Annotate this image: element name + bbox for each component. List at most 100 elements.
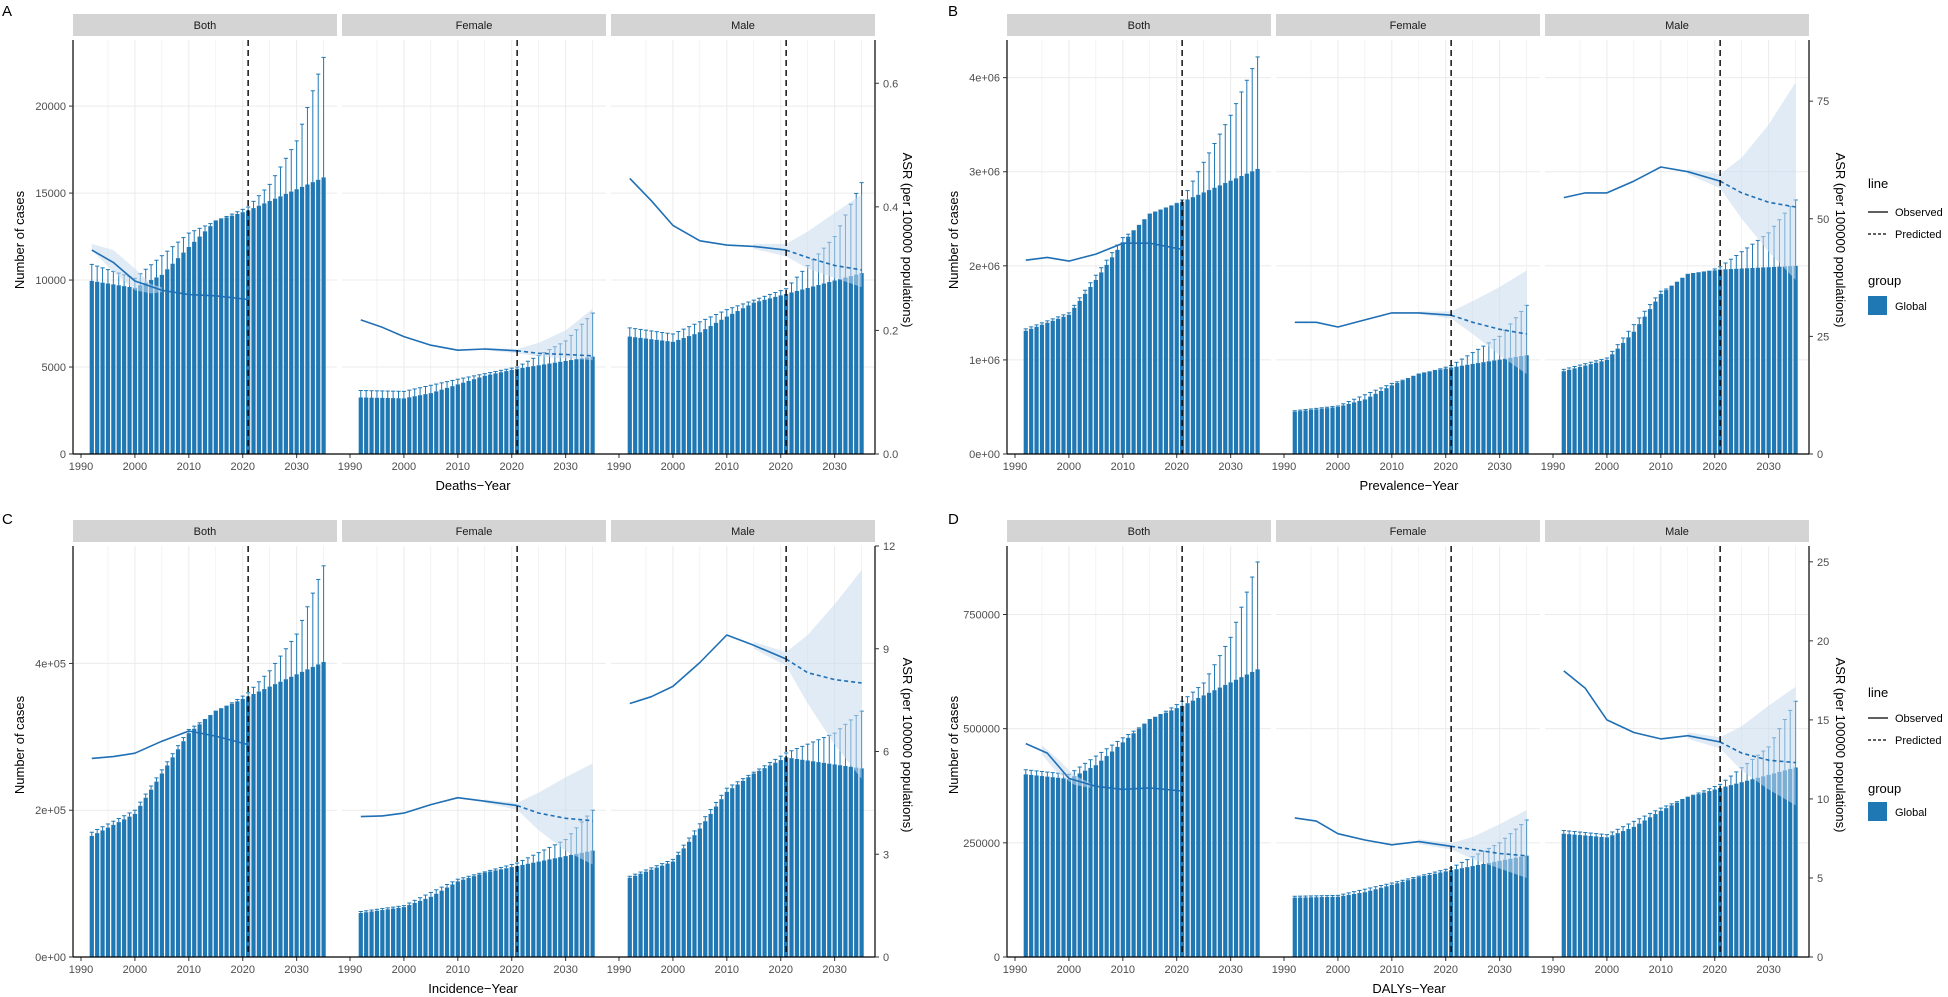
bars	[1023, 561, 1260, 957]
bar-2005	[159, 274, 164, 454]
bar-2023	[1459, 365, 1465, 454]
bar-2008	[1109, 751, 1115, 957]
facet-female: Female 1990 2000 2010 2020 2030	[338, 14, 606, 473]
x-tick-label: 2030	[822, 964, 846, 976]
bar-2009	[1384, 388, 1389, 454]
bar-2007	[1104, 756, 1109, 957]
facet-male: Male 1990 2000 2010 2020 2030	[1541, 520, 1809, 976]
legend-observed-label: Observed	[1895, 207, 1943, 219]
bar-2009	[181, 741, 186, 957]
bar-2033	[1513, 356, 1518, 454]
bar-2022	[1185, 703, 1190, 957]
bar-2033	[848, 276, 853, 454]
bar-2028	[1486, 361, 1491, 454]
y-tick-label-left: 0	[60, 449, 66, 461]
bar-1995	[1039, 324, 1045, 454]
bar-1998	[122, 286, 127, 454]
bar-2034	[1788, 266, 1793, 454]
bar-2026	[1206, 692, 1212, 957]
bars	[1561, 199, 1798, 454]
bar-1994	[100, 282, 105, 454]
bar-2005	[697, 828, 702, 957]
bar-2024	[1196, 194, 1201, 454]
bar-2004	[692, 835, 697, 957]
bar-2019	[235, 213, 240, 454]
bars	[1292, 819, 1529, 957]
x-tick-label: 2000	[1326, 461, 1350, 473]
bar-2031	[299, 186, 305, 454]
bar-2011	[730, 313, 735, 454]
bar-2027	[278, 196, 283, 454]
bar-2005	[159, 773, 164, 957]
bar-2017	[1158, 209, 1163, 454]
bar-1997	[654, 339, 659, 454]
bar-2017	[224, 706, 229, 957]
facet-female: Female 1990 2000 2010 2020 2030	[1272, 14, 1540, 473]
bar-2005	[697, 332, 702, 454]
bar-2007	[170, 757, 175, 957]
bar-2013	[1136, 728, 1142, 957]
bar-2027	[547, 859, 552, 957]
facet-strip	[1007, 520, 1271, 542]
facet-female: Female 1990 2000 2010 2020 2030	[1272, 520, 1540, 976]
bar-2031	[568, 854, 574, 957]
bar-2034	[316, 664, 321, 957]
facet-strip	[611, 520, 875, 542]
bar-1997	[1588, 835, 1593, 957]
bar-2013	[1405, 378, 1411, 454]
bar-2032	[1777, 266, 1782, 454]
x-axis: 1990 2000 2010 2020 2030	[69, 957, 309, 976]
panel-letter-c: C	[2, 511, 13, 528]
bar-2016	[219, 219, 224, 454]
bar-1996	[1583, 365, 1588, 454]
bar-2034	[1250, 171, 1255, 454]
bar-2031	[837, 765, 843, 957]
bar-2001	[1341, 405, 1346, 454]
bar-2001	[138, 805, 143, 957]
bar-2018	[1701, 792, 1707, 957]
bar-2015	[751, 302, 756, 454]
x-axis: 1990 2000 2010 2020 2030	[1003, 957, 1243, 976]
bar-2002	[681, 337, 686, 454]
legend-line-title: line	[1868, 685, 1888, 700]
bar-1995	[643, 338, 649, 454]
bar-2035	[859, 768, 864, 957]
bar-2002	[1615, 833, 1620, 957]
bar-2003	[148, 280, 154, 454]
bar-2010	[455, 384, 460, 454]
bar-2011	[1664, 290, 1669, 454]
bar-1996	[1583, 835, 1588, 957]
bar-2018	[498, 372, 504, 454]
x-tick-label: 2010	[1111, 461, 1135, 473]
panel-letter-b: B	[948, 3, 958, 20]
bar-2014	[477, 874, 482, 957]
bar-2022	[1723, 269, 1728, 454]
bar-2009	[719, 799, 724, 957]
x-tick-label: 2010	[446, 964, 470, 976]
bar-2017	[1427, 874, 1432, 957]
facet-strip-label: Female	[1390, 526, 1427, 538]
bar-1999	[396, 398, 401, 454]
bar-2010	[1120, 742, 1125, 957]
bar-2033	[1244, 674, 1249, 957]
bar-2023	[525, 367, 531, 454]
bar-2008	[175, 258, 181, 454]
bar-2005	[428, 393, 433, 454]
bar-2014	[1680, 799, 1685, 957]
bar-2000	[1604, 837, 1610, 957]
bar-2033	[310, 666, 315, 957]
bar-1998	[122, 819, 127, 957]
x-tick-label: 2000	[123, 964, 147, 976]
bar-2025	[1201, 192, 1206, 454]
bar-2014	[477, 377, 482, 454]
bar-1999	[1061, 316, 1066, 454]
bar-2019	[1169, 205, 1174, 454]
bar-1995	[1308, 409, 1314, 454]
bar-2016	[1153, 717, 1158, 957]
bar-2000	[132, 287, 138, 454]
bar-2006	[1637, 324, 1642, 454]
bar-2022	[520, 367, 525, 454]
bar-2013	[202, 719, 208, 957]
x-tick-label: 2000	[1595, 964, 1619, 976]
